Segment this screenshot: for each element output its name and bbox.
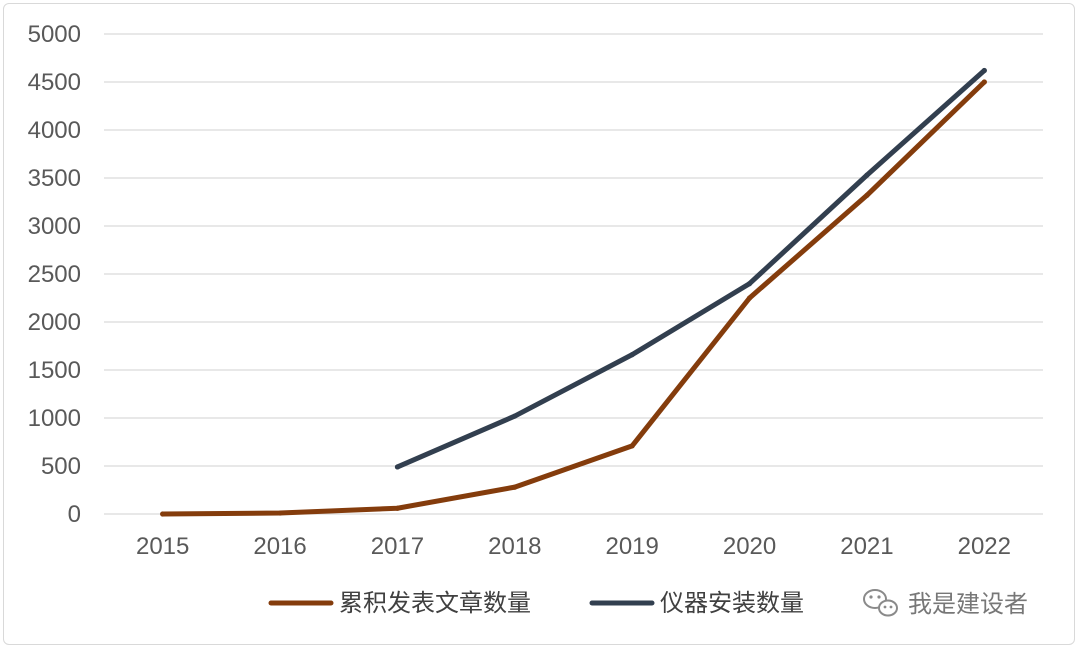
- legend-label: 累积发表文章数量: [339, 589, 531, 617]
- x-axis-ticks: 2015 2016 2017 2018 2019 2020 2021 2022: [136, 533, 1011, 560]
- y-tick-label: 500: [41, 453, 81, 480]
- y-tick-label: 3500: [28, 165, 81, 192]
- legend-label: 仪器安装数量: [660, 589, 804, 617]
- y-tick-label: 0: [68, 501, 81, 528]
- data-point: [394, 464, 401, 470]
- data-point: [746, 295, 753, 301]
- x-tick-label: 2017: [371, 533, 424, 560]
- x-tick-label: 2016: [253, 533, 306, 560]
- data-point: [746, 281, 753, 287]
- data-point: [160, 511, 166, 517]
- data-point: [394, 505, 401, 511]
- y-tick-label: 3000: [28, 213, 81, 240]
- wechat-icon: [863, 589, 898, 617]
- x-tick-label: 2021: [840, 533, 893, 560]
- y-tick-label: 1000: [28, 405, 81, 432]
- data-point: [981, 67, 987, 74]
- series-line-1: [394, 67, 987, 470]
- y-tick-label: 5000: [28, 21, 81, 48]
- y-tick-label: 1500: [28, 357, 81, 384]
- series-lines: [160, 67, 987, 517]
- y-axis-ticks: 0 500 1000 1500 2000 2500 3000 3500 4000 4500 5000: [28, 21, 81, 528]
- data-point: [277, 510, 283, 516]
- x-tick-label: 2022: [958, 533, 1011, 560]
- y-tick-label: 2500: [28, 261, 81, 288]
- x-tick-label: 2015: [136, 533, 189, 560]
- data-point: [864, 172, 870, 178]
- x-tick-label: 2018: [488, 533, 541, 560]
- y-tick-label: 4000: [28, 117, 81, 144]
- chart-frame: [3, 3, 1075, 645]
- data-point: [629, 352, 635, 358]
- data-point: [981, 79, 987, 85]
- x-tick-label: 2019: [605, 533, 658, 560]
- legend: 累积发表文章数量 仪器安装数量: [268, 589, 804, 617]
- watermark: 我是建设者: [863, 589, 1028, 618]
- data-point: [864, 192, 870, 198]
- data-point: [512, 484, 518, 490]
- gridlines: [104, 33, 1043, 515]
- y-tick-label: 4500: [28, 69, 81, 96]
- series-line-0: [160, 79, 987, 517]
- data-point: [629, 443, 635, 449]
- watermark-text: 我是建设者: [908, 590, 1028, 618]
- y-tick-label: 2000: [28, 309, 81, 336]
- x-tick-label: 2020: [723, 533, 776, 560]
- data-point: [512, 413, 518, 419]
